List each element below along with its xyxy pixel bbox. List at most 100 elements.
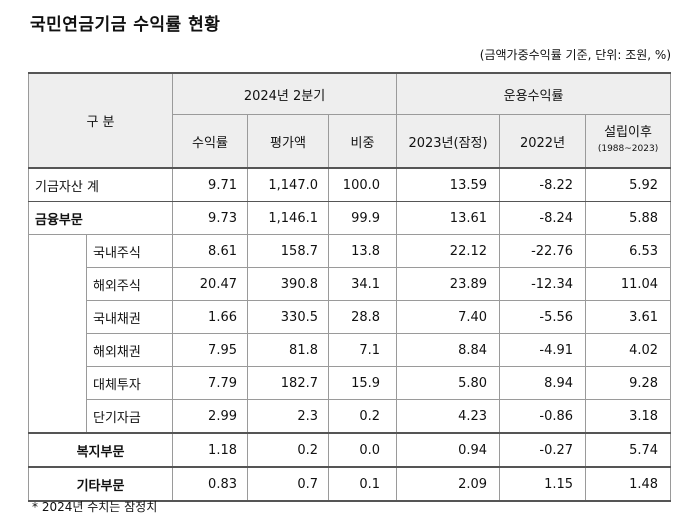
unit-note: (금액가중수익률 기준, 단위: 조원, %) — [479, 48, 671, 62]
cell-2023: 2.09 — [396, 466, 501, 502]
table-row-welfare: 복지부문 1.18 0.2 0.0 0.94 -0.27 5.74 — [28, 432, 672, 468]
table-row-international-bond: 해외채권 7.95 81.8 7.1 8.84 -4.91 4.02 — [28, 333, 672, 367]
cell-valuation: 1,146.1 — [247, 201, 329, 235]
cell-valuation: 158.7 — [247, 234, 329, 268]
row-label: 기타부문 — [28, 466, 173, 502]
cell-2023: 7.40 — [396, 300, 501, 334]
row-label: 기금자산 계 — [28, 167, 173, 202]
cell-yield: 0.83 — [172, 466, 248, 502]
cell-weight: 0.1 — [327, 466, 398, 502]
cell-yield: 7.95 — [172, 333, 248, 367]
table-row-international-equity: 해외주식 20.47 390.8 34.1 23.89 -12.34 11.04 — [28, 267, 672, 301]
table-row-domestic-bond: 국내채권 1.66 330.5 28.8 7.40 -5.56 3.61 — [28, 300, 672, 334]
row-label: 국내주식 — [86, 234, 173, 268]
cell-2023: 13.61 — [396, 201, 501, 235]
header-group-2024: 2024년 2분기 — [171, 72, 398, 115]
cell-2023: 22.12 — [396, 234, 501, 268]
cell-valuation: 81.8 — [247, 333, 329, 367]
cell-yield: 1.66 — [172, 300, 248, 334]
cell-2022: -8.22 — [499, 167, 587, 202]
cell-yield: 7.79 — [172, 366, 248, 400]
cell-2022: -0.27 — [499, 432, 587, 468]
returns-table: 구 분 2024년 2분기 운용수익률 수익률 평가액 비중 2023년(잠정)… — [28, 72, 672, 502]
cell-weight: 99.9 — [327, 201, 398, 235]
cell-yield: 20.47 — [172, 267, 248, 301]
row-label: 단기자금 — [86, 399, 173, 434]
cell-valuation: 390.8 — [247, 267, 329, 301]
cell-valuation: 2.3 — [247, 399, 329, 434]
indent-spacer — [28, 399, 87, 433]
header-2023: 2023년(잠정) — [396, 114, 501, 169]
table-row-other: 기타부문 0.83 0.7 0.1 2.09 1.15 1.48 — [28, 466, 672, 502]
cell-weight: 34.1 — [327, 267, 398, 301]
cell-yield: 9.73 — [172, 201, 248, 235]
cell-yield: 1.18 — [172, 432, 248, 468]
row-label: 복지부문 — [28, 432, 173, 468]
header-group-returns: 운용수익률 — [396, 72, 672, 115]
cell-weight: 13.8 — [327, 234, 398, 268]
cell-since: 3.18 — [585, 399, 672, 434]
cell-2023: 4.23 — [396, 399, 501, 434]
cell-weight: 7.1 — [327, 333, 398, 367]
cell-2022: 1.15 — [499, 466, 587, 502]
cell-since: 3.61 — [585, 300, 672, 334]
cell-2023: 8.84 — [396, 333, 501, 367]
indent-spacer — [28, 366, 87, 400]
cell-yield: 2.99 — [172, 399, 248, 434]
cell-weight: 28.8 — [327, 300, 398, 334]
header-since-range: (1988~2023) — [597, 144, 659, 154]
table-row-alternative: 대체투자 7.79 182.7 15.9 5.80 8.94 9.28 — [28, 366, 672, 400]
indent-spacer — [28, 234, 87, 268]
cell-valuation: 1,147.0 — [247, 167, 329, 202]
indent-spacer — [28, 333, 87, 367]
row-label: 대체투자 — [86, 366, 173, 400]
cell-2022: -0.86 — [499, 399, 587, 434]
cell-2023: 23.89 — [396, 267, 501, 301]
cell-since: 5.88 — [585, 201, 672, 235]
cell-valuation: 0.7 — [247, 466, 329, 502]
header-yield: 수익률 — [172, 114, 248, 169]
cell-weight: 0.0 — [327, 432, 398, 468]
table-row-domestic-equity: 국내주식 8.61 158.7 13.8 22.12 -22.76 6.53 — [28, 234, 672, 268]
cell-yield: 9.71 — [172, 167, 248, 202]
cell-valuation: 330.5 — [247, 300, 329, 334]
cell-2022: -5.56 — [499, 300, 587, 334]
cell-since: 4.02 — [585, 333, 672, 367]
cell-since: 6.53 — [585, 234, 672, 268]
cell-valuation: 182.7 — [247, 366, 329, 400]
table-row-short-term: 단기자금 2.99 2.3 0.2 4.23 -0.86 3.18 — [28, 399, 672, 434]
cell-2023: 5.80 — [396, 366, 501, 400]
header-valuation: 평가액 — [247, 114, 329, 169]
row-label: 금융부문 — [28, 201, 173, 235]
cell-since: 5.74 — [585, 432, 672, 468]
indent-spacer — [28, 267, 87, 301]
cell-2022: -8.24 — [499, 201, 587, 235]
cell-valuation: 0.2 — [247, 432, 329, 468]
cell-since: 11.04 — [585, 267, 672, 301]
cell-weight: 15.9 — [327, 366, 398, 400]
cell-2023: 13.59 — [396, 167, 501, 202]
cell-weight: 100.0 — [327, 167, 398, 202]
header-since-label: 설립이후 — [604, 125, 652, 140]
table-row-financial: 금융부문 9.73 1,146.1 99.9 13.61 -8.24 5.88 — [28, 201, 672, 235]
cell-2022: -12.34 — [499, 267, 587, 301]
row-label: 국내채권 — [86, 300, 173, 334]
page-title: 국민연금기금 수익률 현황 — [30, 15, 221, 35]
cell-2022: -4.91 — [499, 333, 587, 367]
header-weight: 비중 — [327, 114, 398, 169]
cell-weight: 0.2 — [327, 399, 398, 434]
cell-since: 1.48 — [585, 466, 672, 502]
table-row-total: 기금자산 계 9.71 1,147.0 100.0 13.59 -8.22 5.… — [28, 167, 672, 202]
indent-spacer — [28, 300, 87, 334]
cell-2023: 0.94 — [396, 432, 501, 468]
cell-2022: 8.94 — [499, 366, 587, 400]
cell-2022: -22.76 — [499, 234, 587, 268]
header-since: 설립이후 (1988~2023) — [585, 114, 672, 169]
cell-since: 5.92 — [585, 167, 672, 202]
cell-yield: 8.61 — [172, 234, 248, 268]
row-label: 해외채권 — [86, 333, 173, 367]
cell-since: 9.28 — [585, 366, 672, 400]
footnote: * 2024년 수치는 잠정치 — [32, 500, 158, 514]
header-2022: 2022년 — [499, 114, 587, 169]
header-category: 구 분 — [28, 72, 173, 169]
